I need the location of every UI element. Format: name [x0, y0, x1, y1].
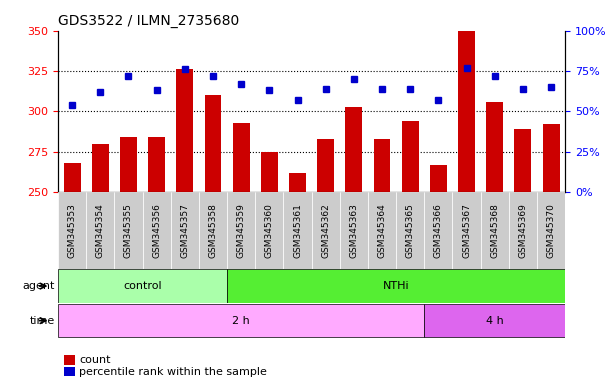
Text: GSM345370: GSM345370 — [547, 204, 555, 258]
Text: GSM345367: GSM345367 — [462, 204, 471, 258]
Bar — [368, 192, 396, 269]
Bar — [289, 173, 306, 192]
Text: GSM345354: GSM345354 — [96, 204, 105, 258]
Bar — [64, 163, 81, 192]
Text: GSM345365: GSM345365 — [406, 204, 415, 258]
Bar — [64, 355, 75, 365]
Bar — [424, 304, 565, 337]
Text: GDS3522 / ILMN_2735680: GDS3522 / ILMN_2735680 — [58, 14, 240, 28]
Text: NTHi: NTHi — [383, 281, 409, 291]
Bar — [537, 192, 565, 269]
Text: percentile rank within the sample: percentile rank within the sample — [79, 367, 267, 377]
Bar — [396, 192, 424, 269]
Bar — [227, 192, 255, 269]
Bar — [424, 192, 453, 269]
Bar — [148, 137, 165, 192]
Bar — [514, 129, 532, 192]
Text: GSM345355: GSM345355 — [124, 204, 133, 258]
Bar — [345, 106, 362, 192]
Bar — [86, 192, 114, 269]
Bar — [458, 31, 475, 192]
Bar — [317, 139, 334, 192]
Text: time: time — [30, 316, 55, 326]
Bar — [199, 192, 227, 269]
Bar — [142, 192, 170, 269]
Text: GSM345364: GSM345364 — [378, 204, 387, 258]
Bar — [261, 152, 278, 192]
Text: GSM345359: GSM345359 — [236, 204, 246, 258]
Text: GSM345362: GSM345362 — [321, 204, 330, 258]
Bar — [453, 192, 481, 269]
Text: GSM345361: GSM345361 — [293, 204, 302, 258]
Bar — [430, 165, 447, 192]
Bar — [227, 270, 565, 303]
Bar — [255, 192, 284, 269]
Bar — [120, 137, 137, 192]
Text: control: control — [123, 281, 162, 291]
Bar — [481, 192, 509, 269]
Text: agent: agent — [23, 281, 55, 291]
Text: GSM345353: GSM345353 — [68, 204, 76, 258]
Bar — [509, 192, 537, 269]
Text: GSM345360: GSM345360 — [265, 204, 274, 258]
Text: 4 h: 4 h — [486, 316, 503, 326]
Text: GSM345358: GSM345358 — [208, 204, 218, 258]
Bar — [170, 192, 199, 269]
Bar — [114, 192, 142, 269]
Bar — [177, 70, 193, 192]
Bar — [58, 270, 227, 303]
Bar — [284, 192, 312, 269]
Bar — [373, 139, 390, 192]
Text: 2 h: 2 h — [232, 316, 250, 326]
Bar — [58, 192, 86, 269]
Bar — [64, 367, 75, 376]
Bar — [58, 304, 424, 337]
Bar — [402, 121, 419, 192]
Text: GSM345357: GSM345357 — [180, 204, 189, 258]
Bar — [543, 124, 560, 192]
Bar — [92, 144, 109, 192]
Text: GSM345363: GSM345363 — [349, 204, 359, 258]
Text: GSM345369: GSM345369 — [518, 204, 527, 258]
Text: count: count — [79, 355, 111, 365]
Bar — [312, 192, 340, 269]
Text: GSM345366: GSM345366 — [434, 204, 443, 258]
Bar — [486, 102, 503, 192]
Bar — [205, 95, 221, 192]
Text: GSM345356: GSM345356 — [152, 204, 161, 258]
Text: GSM345368: GSM345368 — [490, 204, 499, 258]
Bar — [340, 192, 368, 269]
Bar — [233, 122, 250, 192]
